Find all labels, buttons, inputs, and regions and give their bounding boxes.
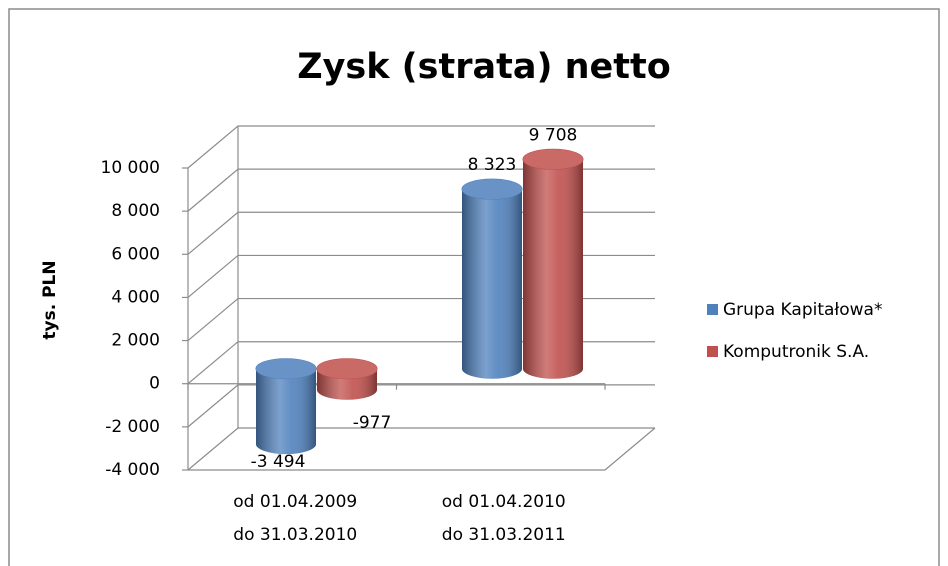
cylinder-shading bbox=[462, 189, 522, 379]
legend-swatch bbox=[707, 304, 718, 315]
cylinder-top bbox=[461, 178, 523, 200]
x-tick-label: od 01.04.2009 bbox=[233, 492, 357, 512]
y-tick-label: -4 000 bbox=[105, 460, 160, 480]
cylinder-top-highlight bbox=[317, 358, 377, 379]
cylinder-top bbox=[522, 148, 584, 170]
y-axis-title: tys. PLN bbox=[40, 260, 60, 339]
cylinder-shading bbox=[523, 159, 583, 379]
data-label: 9 708 bbox=[529, 125, 578, 145]
cylinder-top-highlight bbox=[523, 149, 583, 170]
grid-line bbox=[187, 125, 655, 169]
y-tick-label: 0 bbox=[149, 374, 160, 394]
x-tick-label: od 01.04.2010 bbox=[442, 492, 566, 512]
y-tick-label: 8 000 bbox=[111, 201, 160, 221]
legend-swatch bbox=[707, 346, 718, 357]
grid-line bbox=[187, 168, 655, 212]
chart-title: Zysk (strata) netto bbox=[297, 47, 671, 87]
y-tick-label: -2 000 bbox=[105, 417, 160, 437]
x-tick-label: do 31.03.2010 bbox=[233, 525, 357, 545]
y-tick-label: 2 000 bbox=[111, 331, 160, 351]
cylinder-top-highlight bbox=[462, 179, 522, 200]
cylinder-top bbox=[255, 358, 317, 380]
y-tick-label: 4 000 bbox=[111, 287, 160, 307]
grid-line bbox=[187, 384, 655, 428]
legend-label: Grupa Kapitałowa* bbox=[723, 300, 882, 320]
grid-line bbox=[187, 427, 655, 471]
y-tick-label: 10 000 bbox=[101, 158, 160, 178]
data-label: -977 bbox=[353, 413, 392, 433]
data-label: 8 323 bbox=[468, 155, 517, 175]
x-tick-label: do 31.03.2011 bbox=[442, 525, 566, 545]
cylinder-top-highlight bbox=[256, 358, 316, 379]
floor-line bbox=[188, 427, 656, 471]
legend-label: Komputronik S.A. bbox=[723, 342, 869, 362]
cylinder-top bbox=[316, 358, 378, 380]
cylinder-shading bbox=[256, 368, 316, 455]
data-label: -3 494 bbox=[251, 452, 306, 472]
y-tick-label: 6 000 bbox=[111, 244, 160, 264]
